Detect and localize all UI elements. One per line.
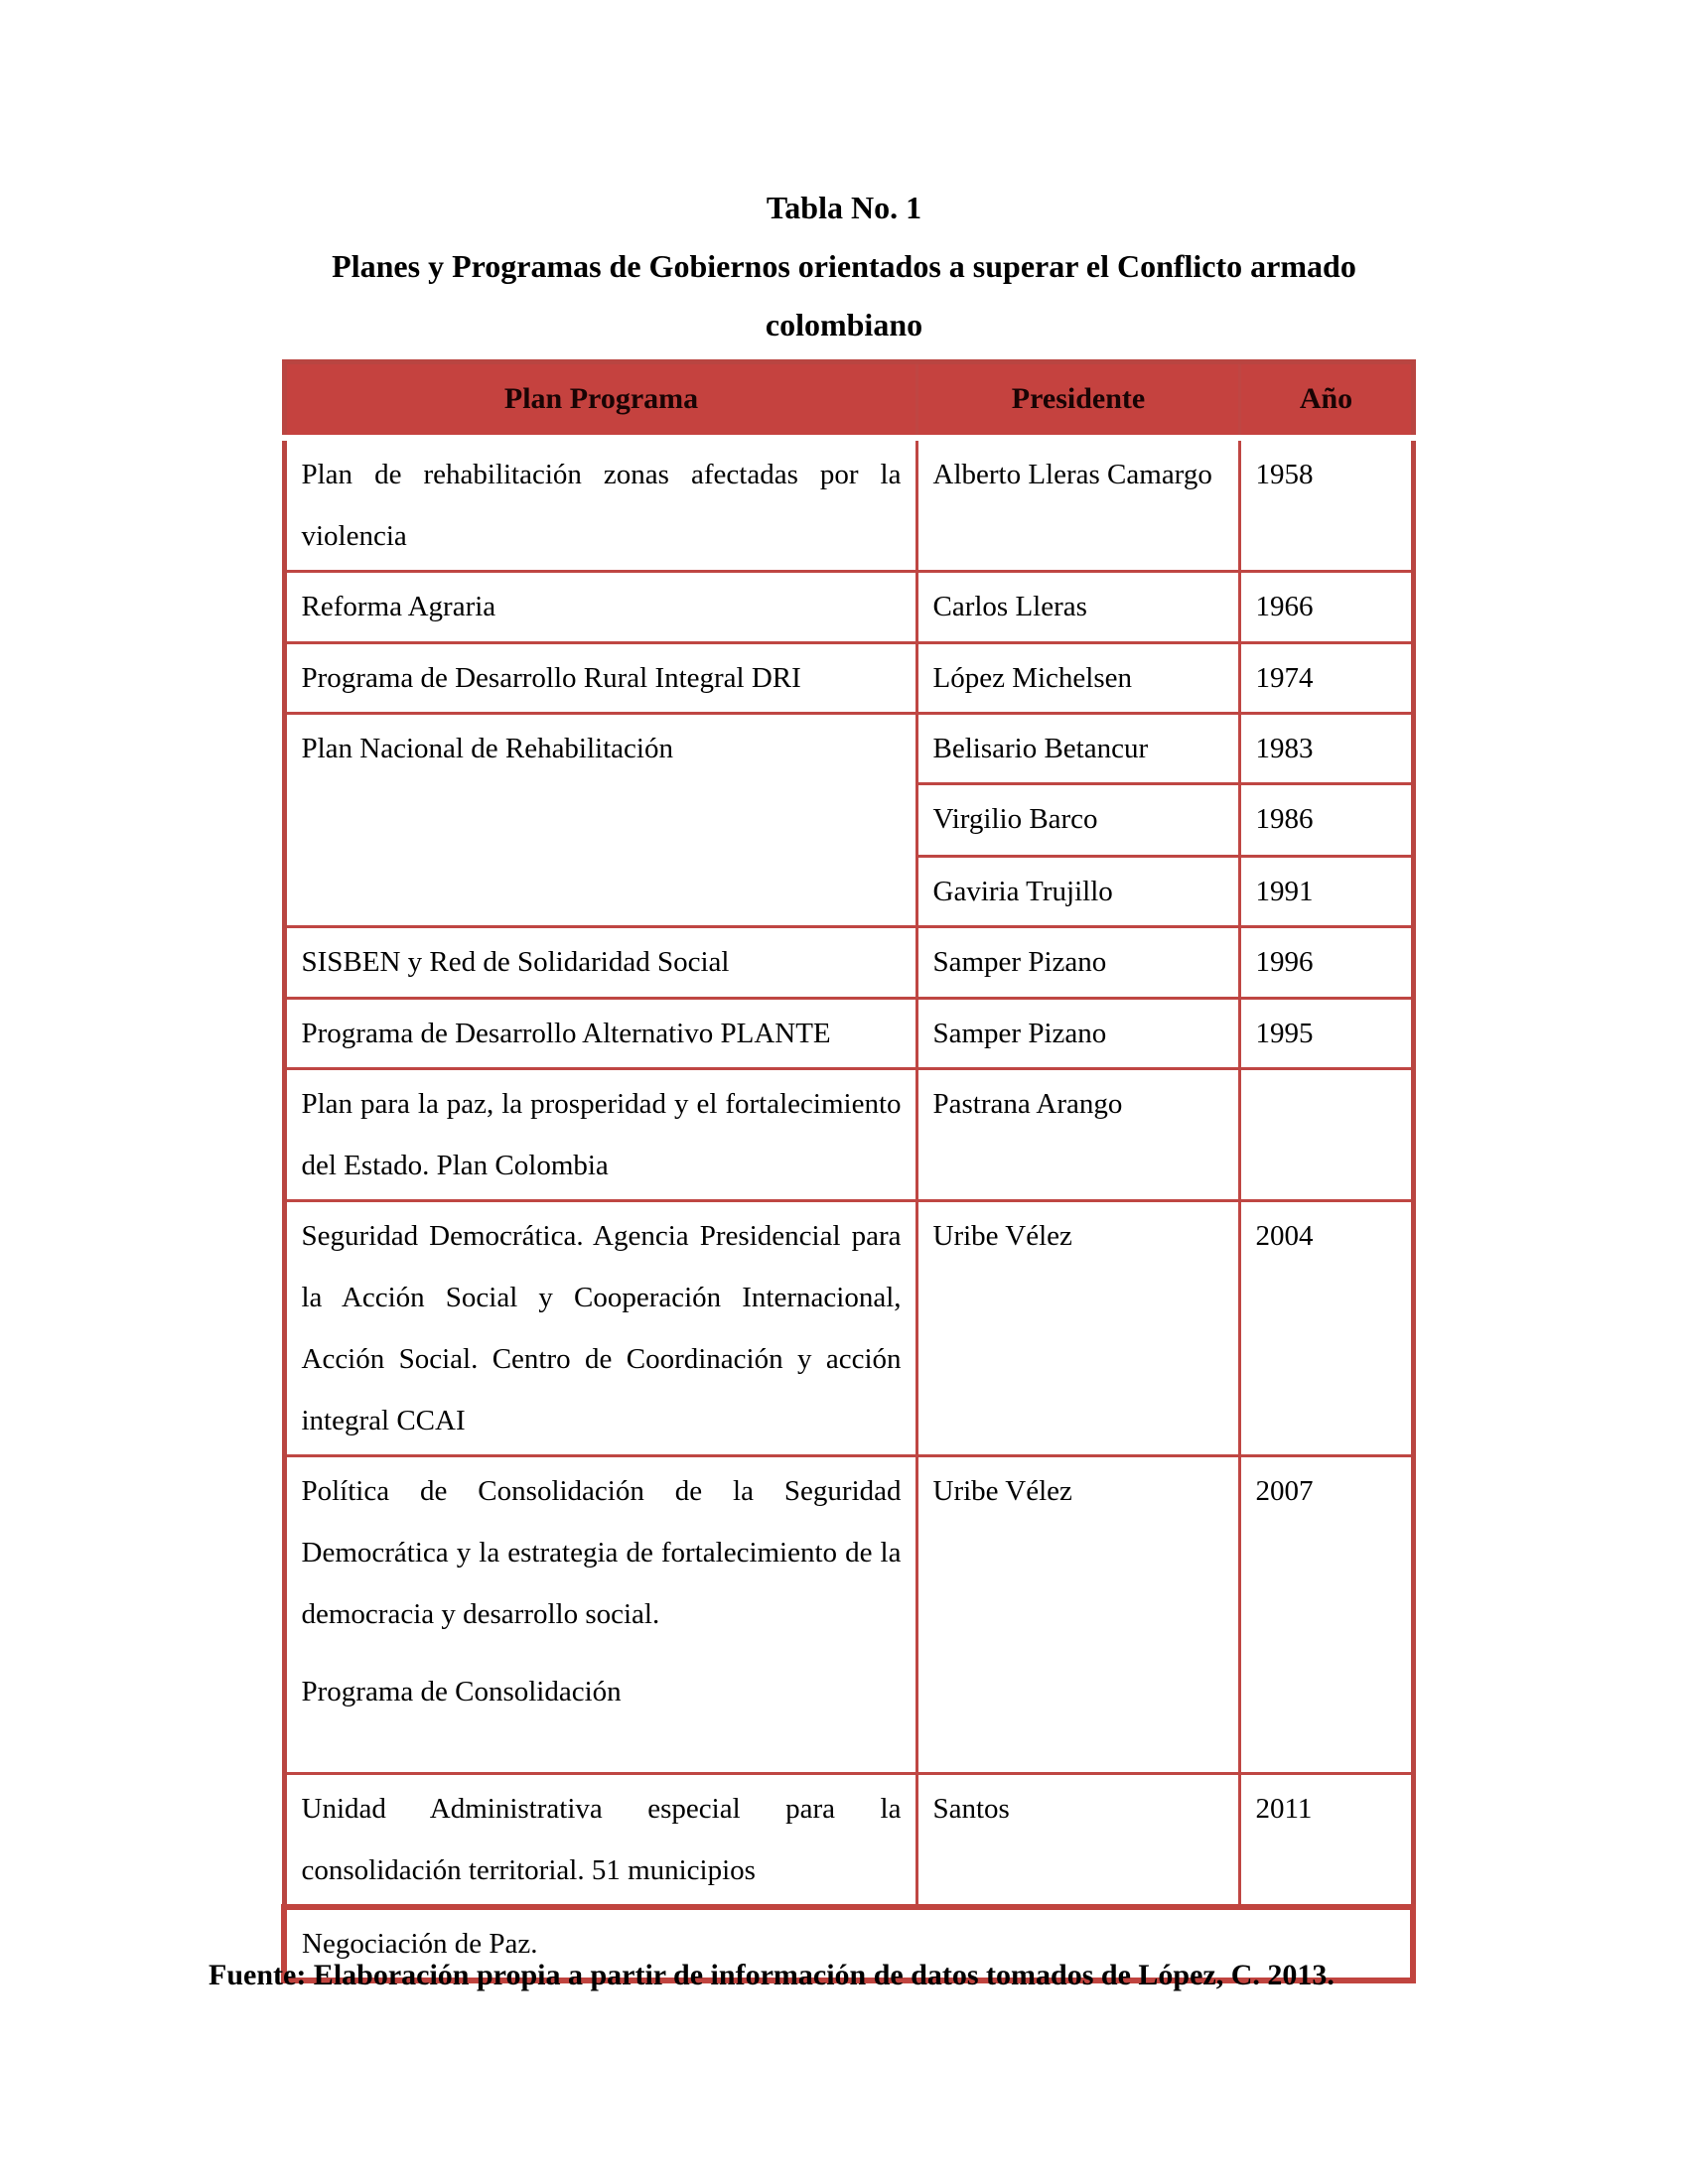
table-caption-number: Tabla No. 1 xyxy=(766,190,922,225)
header-row: Plan Programa Presidente Año xyxy=(282,360,1415,441)
table-row: Política de Consolidación de la Segurida… xyxy=(282,1453,1415,1775)
table-row: Reforma Agraria Carlos Lleras 1966 xyxy=(282,569,1415,644)
anio-cell: 1995 xyxy=(1237,996,1415,1070)
presidente-cell: Uribe Vélez xyxy=(914,1453,1241,1775)
anio-cell: 2004 xyxy=(1237,1198,1415,1457)
presidente-cell: Uribe Vélez xyxy=(914,1198,1241,1457)
table-row: Virgilio Barco 1986 xyxy=(284,781,1415,858)
anio-cell: 2007 xyxy=(1237,1453,1415,1775)
anio-cell: 1966 xyxy=(1237,569,1415,644)
presidente-cell: López Michelsen xyxy=(914,640,1241,715)
table-row: Seguridad Democrática. Agencia Presidenc… xyxy=(282,1198,1415,1457)
plan-cell: Plan para la paz, la prosperidad y el fo… xyxy=(282,1066,918,1202)
plan-cell: Seguridad Democrática. Agencia Presidenc… xyxy=(282,1198,918,1457)
anio-cell: 1986 xyxy=(1237,781,1415,858)
presidente-cell: Santos xyxy=(914,1771,1241,1908)
header-anio: Año xyxy=(1238,360,1415,441)
table-caption-title: Planes y Programas de Gobiernos orientad… xyxy=(332,248,1356,284)
anio-cell: 1958 xyxy=(1237,436,1415,573)
plan-paragraph-2: Programa de Consolidación xyxy=(301,1675,622,1707)
table-row: Gaviria Trujillo 1991 xyxy=(284,854,1415,928)
anio-cell: 1983 xyxy=(1237,711,1415,785)
planes-programas-table: Plan Programa Presidente Año Plan de reh… xyxy=(281,359,1416,1983)
negociacion-cell: Negociación de Paz. xyxy=(281,1903,1416,1983)
table-row: Unidad Administrativa especial para la c… xyxy=(282,1771,1415,1908)
table-caption-subtitle: colombiano xyxy=(765,307,923,342)
table-row: SISBEN y Red de Solidaridad Social Sampe… xyxy=(282,924,1415,1000)
anio-cell: 2011 xyxy=(1237,1771,1415,1908)
source-note: Fuente: Elaboración propia a partir de i… xyxy=(209,1959,1335,1991)
presidente-cell: Gaviria Trujillo xyxy=(914,854,1241,928)
presidente-cell: Belisario Betancur xyxy=(914,711,1241,785)
table-row: Programa de Desarrollo Rural Integral DR… xyxy=(282,640,1415,715)
plan-cell: Reforma Agraria xyxy=(282,569,918,644)
plan-cell: SISBEN y Red de Solidaridad Social xyxy=(282,924,918,1000)
presidente-cell: Samper Pizano xyxy=(914,996,1241,1070)
anio-cell: 1991 xyxy=(1237,854,1415,928)
table-row: Plan de rehabilitación zonas afectadas p… xyxy=(282,436,1415,573)
table-row: Negociación de Paz. xyxy=(281,1903,1416,1983)
header-plan-programa: Plan Programa xyxy=(282,360,918,441)
table-row: Plan para la paz, la prosperidad y el fo… xyxy=(282,1066,1415,1202)
plan-cell: Programa de Desarrollo Alternativo PLANT… xyxy=(282,996,918,1070)
plan-cell: Unidad Administrativa especial para la c… xyxy=(282,1771,918,1908)
table-row: Programa de Desarrollo Alternativo PLANT… xyxy=(282,996,1415,1070)
plan-cell: Plan de rehabilitación zonas afectadas p… xyxy=(282,436,918,573)
table-row: Plan Nacional de Rehabilitación Belisari… xyxy=(282,711,1415,928)
anio-cell: 1974 xyxy=(1237,640,1415,715)
header-presidente: Presidente xyxy=(915,360,1241,441)
presidente-cell: Samper Pizano xyxy=(914,924,1241,1000)
anio-cell xyxy=(1237,1066,1415,1202)
presidente-cell: Alberto Lleras Camargo xyxy=(914,436,1241,573)
anio-cell: 1996 xyxy=(1237,924,1415,1000)
presidente-cell: Virgilio Barco xyxy=(914,781,1241,858)
plan-cell: Programa de Desarrollo Rural Integral DR… xyxy=(282,640,918,715)
table-caption: Tabla No. 1 Planes y Programas de Gobier… xyxy=(0,191,1688,366)
presidente-cell: Carlos Lleras xyxy=(914,569,1241,644)
merged-plan-cell: Plan Nacional de Rehabilitación xyxy=(282,711,918,928)
plan-paragraph-1: Política de Consolidación de la Segurida… xyxy=(301,1474,902,1630)
plan-cell: Política de Consolidación de la Segurida… xyxy=(282,1453,918,1775)
presidente-cell: Pastrana Arango xyxy=(914,1066,1241,1202)
